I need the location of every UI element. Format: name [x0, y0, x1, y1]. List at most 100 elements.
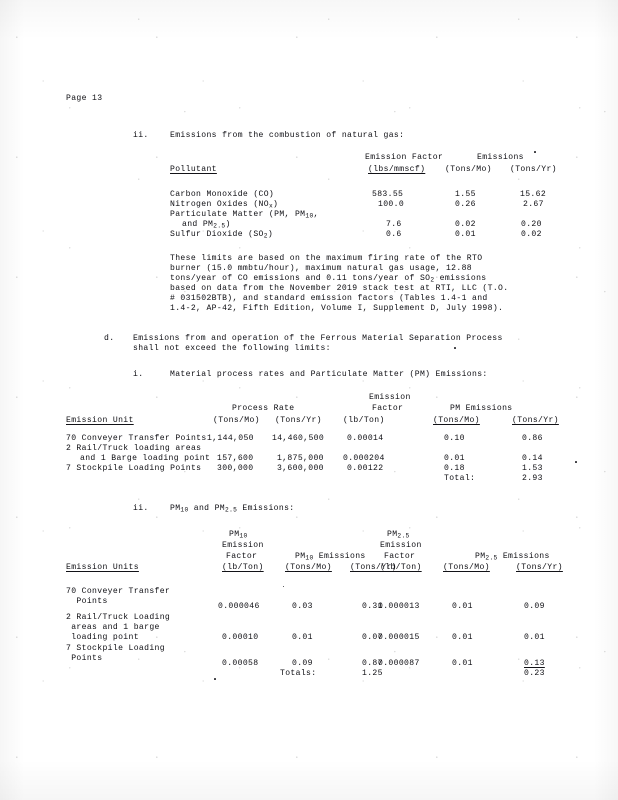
pm10-row-mo: 0.01 [292, 633, 313, 642]
ng-row-pollutant-text: Sulfur Dioxide (SO [170, 230, 264, 239]
pm-row-unit: 2 Rail/Truck loading areas [66, 444, 202, 453]
pm-table-col-factor-units: (lb/Ton) [343, 416, 385, 425]
pm-row-tons-mo: 1,144,050 [207, 434, 254, 443]
pm25-row-mo: 0.01 [452, 633, 473, 642]
pm-total-label: Total: [444, 474, 476, 483]
ng-table-col-factor-units: (lbs/mmscf) [368, 165, 426, 174]
section-pm10-heading: PM10 and PM2.5 Emissions: [170, 504, 295, 516]
ng-row-pollutant: Sulfur Dioxide (SO2) [170, 230, 273, 242]
pm10-factor-units: (lb/Ton) [222, 563, 264, 572]
pm10-totals-label: Totals: [280, 669, 317, 678]
pm10-row-factor: 0.000046 [218, 602, 260, 611]
ng-table-col-tons-mo: (Tons/Mo) [445, 165, 492, 174]
pm-row-unit: 7 Stockpile Loading Points [66, 464, 202, 473]
ng-row-pollutant-subscript: 2.5 [213, 222, 226, 230]
ng-row-pollutant-text-end: ) [225, 220, 231, 229]
ng-row-factor: 100.0 [378, 200, 405, 209]
page-number: Page 13 [66, 94, 103, 103]
pm10-row-yr: 0.31 [362, 602, 383, 611]
ng-table-col-tons-yr: (Tons/Yr) [510, 165, 557, 174]
ng-note-text: tons/year of CO emissions and 0.11 tons/… [170, 274, 431, 283]
pm25-row-mo: 0.01 [452, 602, 473, 611]
section-pm10-heading-text: PM [170, 504, 181, 513]
pm-row-pm-mo: 0.18 [444, 464, 465, 473]
ng-note-line: based on data from the November 2019 sta… [170, 284, 509, 293]
pm10-row-unit-cont: loading point [66, 633, 139, 642]
ng-row-pollutant-text: Nitrogen Oxides (NO [170, 200, 269, 209]
section-d-marker: d. [104, 334, 115, 343]
pm25-row-factor: 0.000087 [378, 659, 420, 668]
pm10-row-unit-cont: areas and 1 barge [66, 623, 160, 632]
pm-row-pm-yr: 0.86 [522, 434, 543, 443]
ng-row-tons-mo: 0.01 [455, 230, 476, 239]
section-d-line: Emissions from and operation of the Ferr… [133, 334, 503, 343]
pm25-col-tons-mo: (Tons/Mo) [443, 563, 490, 572]
ng-row-pollutant-subscript: x [268, 202, 274, 210]
pm-row-unit: 70 Conveyer Transfer Points [66, 434, 207, 443]
ng-row-factor: 0.6 [386, 230, 402, 239]
section-natural-gas-heading: Emissions from the combustion of natural… [170, 131, 405, 140]
pm10-row-yr: 0.87 [362, 659, 383, 668]
ng-row-pollutant: Nitrogen Oxides (NOx) [170, 200, 278, 212]
section-pm10-marker: ii. [133, 504, 149, 513]
scan-artifact-dot [534, 151, 536, 153]
ng-row-factor: 7.6 [386, 220, 402, 229]
pm10-totals-value: 1.25 [362, 669, 383, 678]
ng-table-col-pollutant: Pollutant [170, 165, 217, 174]
ng-row-pollutant-subscript: 2 [263, 232, 268, 240]
ng-note-line: These limits are based on the maximum fi… [170, 254, 483, 263]
ng-row-pollutant-cont: and PM2.5) [182, 220, 231, 232]
ng-row-pollutant-text-end: ) [273, 200, 279, 209]
ng-note-line: tons/year of CO emissions and 0.11 tons/… [170, 274, 487, 286]
pm10-row-unit: 2 Rail/Truck Loading [66, 613, 171, 622]
ng-row-pollutant-text-end: ) [267, 230, 274, 239]
pm-table-group-emission: Emission [369, 393, 411, 402]
pm10-row-yr: 0.07 [362, 633, 383, 642]
pm-row-tons-mo: 300,000 [217, 464, 254, 473]
ng-note-line: burner (15.0 mmbtu/hour), maximum natura… [170, 264, 473, 273]
pm-row-factor: 0.00014 [347, 434, 384, 443]
pm10-row-factor: 0.00058 [222, 659, 259, 668]
section-pm-heading: Material process rates and Particulate M… [170, 370, 488, 379]
pm25-subscript: 2.5 [397, 532, 410, 540]
pm25-col-tons-yr: (Tons/Yr) [516, 563, 563, 572]
pm10-col-tons-yr: (Tons/Yr) [350, 563, 397, 572]
scan-artifact-dot [283, 586, 285, 588]
pm25-factor-group-line: Emission [380, 541, 422, 550]
pm10-factor-group-line: Factor [226, 552, 258, 561]
pm-row-pm-mo: 0.10 [444, 434, 465, 443]
ng-row-pollutant-text: and PM [182, 220, 214, 229]
pm-row-tons-mo: 157,600 [217, 454, 254, 463]
pm25-label-text: PM [475, 552, 486, 561]
pm25-row-mo: 0.01 [452, 659, 473, 668]
ng-row-factor: 583.55 [372, 190, 404, 199]
section-pm10-heading-text-end: Emissions: [237, 504, 295, 513]
pm-table-col-pm-tons-mo: (Tons/Mo) [433, 416, 480, 425]
pm-total-value: 2.93 [522, 474, 543, 483]
pm-table-group-process-rate: Process Rate [232, 404, 295, 413]
pm10-label-text: PM [295, 552, 306, 561]
pm10-row-unit: 7 Stockpile Loading [66, 644, 165, 653]
pm-table-group-pm-emissions: PM Emissions [450, 404, 513, 413]
ng-table-group-emissions: Emissions [477, 153, 524, 162]
pm10-subscript: 10 [180, 506, 189, 514]
pm10-col-tons-mo: (Tons/Mo) [285, 563, 332, 572]
pm25-subscript: 2.5 [225, 506, 238, 514]
pm25-emissions-group: PM2.5 Emissions [475, 552, 550, 564]
pm10-row-mo: 0.09 [292, 659, 313, 668]
ng-note-text-end: emissions [434, 274, 487, 283]
scan-artifact-dot [575, 461, 577, 463]
ng-row-tons-yr: 0.02 [521, 230, 542, 239]
ng-row-pollutant-subscript: 10 [305, 212, 314, 220]
ng-row-tons-yr: 2.67 [523, 200, 544, 209]
pm10-row-unit: 70 Conveyer Transfer [66, 587, 171, 596]
ng-row-tons-yr: 15.62 [520, 190, 547, 199]
pm-row-pm-yr: 0.14 [522, 454, 543, 463]
pm25-row-yr: 0.13 [524, 659, 545, 668]
ng-table-group-emission-factor: Emission Factor [365, 153, 444, 162]
pm25-row-factor: 0.000013 [378, 602, 420, 611]
pm10-subscript: 10 [239, 532, 248, 540]
pm-row-tons-yr: 3,600,000 [277, 464, 324, 473]
pm-table-col-process-tons-yr: (Tons/Yr) [275, 416, 322, 425]
